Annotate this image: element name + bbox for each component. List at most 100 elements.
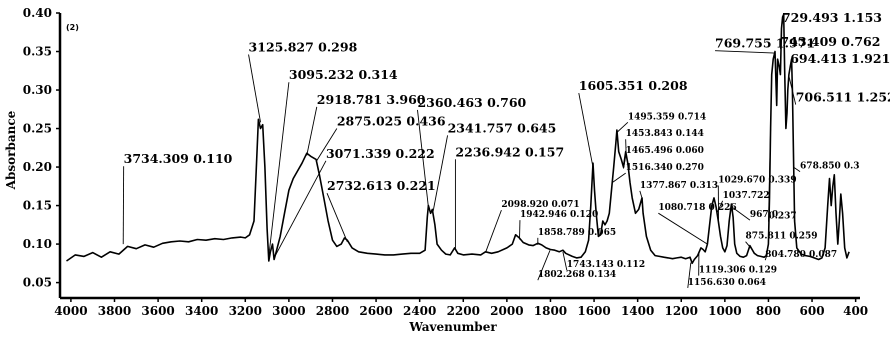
peak-annotation-label: 3095.232 0.314 — [289, 67, 398, 82]
peak-annotation-label: 2236.942 0.157 — [455, 144, 564, 159]
peak-annotation-label: 0.237 — [768, 212, 796, 222]
x-axis-label: Wavenumber — [408, 320, 497, 334]
x-tick-label: 3000 — [272, 304, 305, 318]
annotation-leader — [623, 156, 627, 169]
y-tick-label: 0.20 — [23, 160, 52, 174]
panel-label: (2) — [66, 23, 79, 32]
annotation-leader — [578, 92, 594, 168]
peak-annotation-label: 875.811 0.259 — [746, 232, 818, 242]
peak-annotation-label: 706.511 1.252 — [796, 90, 890, 105]
peak-annotation-label: 2360.463 0.760 — [417, 95, 526, 110]
peak-annotation-label: 1605.351 0.208 — [579, 78, 688, 93]
annotation-leader — [417, 109, 429, 208]
annotation-leader — [326, 192, 348, 242]
x-tick-label: 2400 — [403, 304, 436, 318]
annotation-leader — [273, 160, 327, 259]
y-tick-label: 0.35 — [23, 45, 52, 59]
y-tick-label: 0.25 — [23, 122, 52, 136]
annotation-leader — [315, 128, 338, 162]
peak-annotation-label: 1453.843 0.144 — [626, 129, 704, 139]
peak-annotation-label: 804.780 0.087 — [765, 250, 837, 260]
peak-annotation-label: 1465.496 0.060 — [626, 146, 704, 156]
x-tick-label: 600 — [800, 304, 825, 318]
peak-annotation-label: 678.850 0.3 — [800, 162, 860, 172]
annotation-leader — [745, 241, 753, 250]
annotation-leader — [616, 121, 629, 133]
peak-annotation-label: 1119.306 0.129 — [699, 266, 777, 276]
peak-annotation-label: 2098.920 0.071 — [501, 200, 579, 210]
peak-annotation-label: 729.493 1.153 — [782, 10, 882, 25]
y-axis-label: Absorbance — [4, 110, 18, 190]
peak-annotation-label: 1516.340 0.270 — [626, 163, 704, 173]
peak-annotation-label: 3125.827 0.298 — [249, 40, 358, 55]
y-tick-label: 0.15 — [23, 199, 52, 213]
x-tick-label: 1800 — [534, 304, 567, 318]
annotation-leader — [485, 209, 502, 253]
annotation-leader — [687, 262, 692, 288]
peak-annotation-label: 967.0 — [750, 210, 778, 220]
x-tick-label: 3400 — [185, 304, 218, 318]
x-tick-label: 2200 — [447, 304, 480, 318]
x-tick-label: 2600 — [359, 304, 392, 318]
peak-annotation-label: 1156.630 0.064 — [688, 278, 766, 288]
annotation-leader — [764, 253, 768, 261]
annotation-leader — [788, 76, 797, 105]
peak-annotations: 3734.309 0.110 3125.827 0.298 3095.232 0.3… — [122, 10, 890, 288]
annotation-leader — [789, 60, 792, 67]
annotation-leader — [781, 15, 785, 26]
peak-annotation-label: 694.413 1.921 — [790, 51, 890, 66]
peak-annotation-label: 1029.670 0.339 — [718, 175, 796, 185]
annotation-leader — [248, 54, 261, 123]
y-tick-label: 0.05 — [23, 276, 52, 290]
annotation-leader — [779, 29, 782, 50]
peak-annotation-label: 1080.718 0.226 — [658, 203, 736, 213]
annotation-leader — [639, 190, 643, 200]
peak-annotation-label: 1802.268 0.134 — [538, 270, 616, 280]
x-tick-label: 4000 — [54, 304, 87, 318]
x-tick-label: 1000 — [708, 304, 741, 318]
x-tick-label: 800 — [756, 304, 781, 318]
y-tick-label: 0.10 — [23, 237, 52, 251]
peak-annotation-label: 2918.781 3.960 — [317, 92, 426, 107]
peak-annotation-label: 3071.339 0.222 — [326, 146, 435, 161]
annotation-leader — [767, 128, 772, 222]
peak-annotation-label: 1942.946 0.120 — [520, 210, 598, 220]
x-tick-label: 400 — [843, 304, 868, 318]
peak-annotation-label: 743.409 0.762 — [780, 34, 880, 49]
annotation-leader — [537, 250, 551, 281]
annotation-leader — [731, 206, 751, 221]
annotation-leader — [267, 82, 290, 260]
x-tick-label: 2000 — [490, 304, 523, 318]
x-tick-label: 1600 — [577, 304, 610, 318]
peak-annotation-label: 1743.143 0.112 — [567, 260, 645, 270]
annotation-leader — [793, 166, 801, 172]
peak-annotation-label: 2732.613 0.221 — [327, 178, 436, 193]
plot-area — [66, 13, 850, 265]
x-tick-label: 3200 — [229, 304, 262, 318]
x-tick-label: 3800 — [98, 304, 131, 318]
annotation-leader — [432, 135, 449, 214]
peak-annotation-label: 1495.359 0.714 — [628, 112, 706, 122]
annotation-leader — [612, 172, 626, 183]
peak-annotation-label: 2341.757 0.645 — [448, 120, 557, 135]
x-tick-label: 1400 — [621, 304, 654, 318]
x-tick-label: 2800 — [316, 304, 349, 318]
peak-annotation-label: 769.755 1.971 — [715, 36, 815, 51]
annotation-leader — [715, 50, 776, 54]
peak-annotation-label: 1377.867 0.313 — [640, 181, 718, 191]
y-tick-label: 0.40 — [23, 6, 52, 20]
spectrum-line — [66, 13, 850, 265]
annotation-leader — [562, 251, 568, 271]
peak-annotation-label: 2875.025 0.436 — [337, 113, 446, 128]
x-tick-label: 3600 — [141, 304, 174, 318]
x-tick-label: 1200 — [665, 304, 698, 318]
peak-annotation-label: 3734.309 0.110 — [124, 151, 233, 166]
annotation-leader — [306, 106, 318, 156]
chart-axes: 4000 3800 3600 3400 3200 3000 2800 2600 2400 2200… — [23, 6, 868, 318]
peak-annotation-label: 1037.722 — [723, 191, 770, 201]
annotation-leader — [716, 200, 724, 214]
y-tick-label: 0.30 — [23, 83, 52, 97]
peak-annotation-label: 1858.789 0.065 — [538, 228, 616, 238]
annotation-leader — [658, 212, 708, 245]
